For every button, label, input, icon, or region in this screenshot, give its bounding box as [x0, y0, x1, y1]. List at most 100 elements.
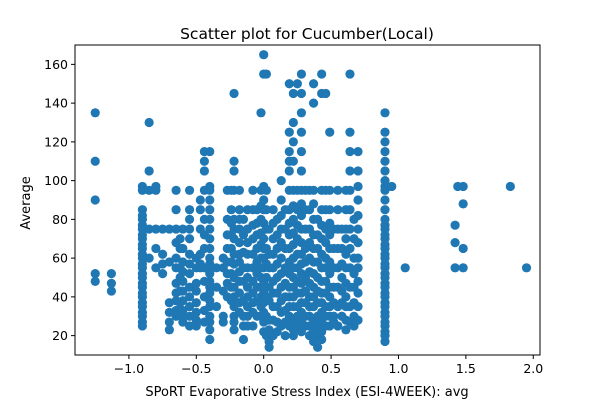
x-axis-label: SPoRT Evaporative Stress Index (ESI-4WEE…	[145, 385, 468, 400]
x-tick-label: −1.0	[114, 361, 144, 376]
data-point	[325, 205, 335, 215]
data-point	[353, 210, 363, 221]
y-tick-label: 20	[52, 328, 68, 343]
data-point	[308, 185, 319, 195]
data-point	[184, 292, 195, 302]
data-point	[144, 224, 154, 234]
data-point	[345, 224, 355, 234]
data-point	[341, 292, 351, 302]
data-point	[151, 185, 161, 195]
data-point	[90, 108, 100, 118]
data-point	[259, 195, 269, 205]
data-point	[284, 79, 294, 89]
data-point	[380, 137, 390, 147]
data-point	[380, 195, 390, 205]
data-point	[288, 88, 298, 99]
data-point	[353, 238, 363, 248]
data-point	[184, 234, 195, 244]
x-tick-label: 0.0	[254, 361, 274, 376]
x-tick-label: 1.0	[389, 361, 409, 376]
data-point	[205, 195, 215, 205]
data-point	[106, 286, 116, 296]
data-point	[229, 282, 239, 292]
data-point	[333, 205, 343, 215]
data-point	[380, 336, 390, 347]
data-point	[345, 127, 355, 137]
data-point	[521, 263, 532, 273]
data-point	[333, 321, 343, 331]
data-point	[387, 181, 397, 192]
data-point	[205, 334, 215, 345]
data-point	[158, 249, 168, 259]
data-point	[353, 181, 363, 192]
data-point	[292, 79, 302, 89]
data-point	[458, 243, 468, 254]
data-point	[184, 249, 195, 259]
data-point	[205, 146, 215, 157]
data-point	[353, 288, 363, 298]
data-point	[238, 214, 249, 224]
data-point	[184, 269, 195, 279]
plot-frame	[74, 44, 541, 356]
data-point	[164, 325, 174, 335]
data-point	[211, 282, 222, 292]
data-point	[195, 195, 205, 205]
data-point	[106, 278, 116, 288]
data-point	[380, 185, 390, 195]
data-point	[256, 108, 266, 118]
data-point	[380, 127, 390, 137]
y-tick-label: 120	[44, 134, 68, 149]
data-point	[205, 269, 215, 279]
data-point	[218, 317, 228, 327]
data-point	[353, 276, 363, 286]
data-point	[211, 263, 222, 273]
data-point	[259, 50, 269, 60]
data-point	[345, 166, 355, 176]
data-point	[261, 185, 271, 195]
x-tick-label: −0.5	[181, 361, 211, 376]
data-point	[229, 88, 239, 99]
data-point	[284, 127, 294, 137]
data-point	[280, 331, 290, 341]
data-point	[288, 331, 298, 341]
data-point	[458, 199, 468, 209]
data-point	[184, 185, 195, 195]
x-tick-label: 1.5	[456, 361, 476, 376]
data-point	[205, 185, 215, 195]
data-point	[380, 108, 390, 118]
data-points	[90, 50, 532, 352]
data-point	[90, 156, 100, 166]
data-point	[158, 269, 168, 279]
data-point	[171, 185, 181, 195]
data-point	[205, 234, 215, 244]
data-point	[353, 195, 363, 205]
data-point	[164, 317, 174, 327]
data-point	[380, 205, 390, 215]
data-point	[178, 286, 188, 296]
data-point	[164, 224, 174, 234]
data-point	[191, 286, 201, 296]
data-point	[205, 317, 215, 327]
data-point	[317, 334, 327, 345]
data-point	[205, 205, 215, 215]
data-point	[261, 272, 271, 283]
data-point	[191, 278, 201, 288]
data-point	[261, 205, 271, 215]
data-point	[341, 234, 351, 244]
data-point	[353, 263, 363, 273]
data-point	[248, 321, 258, 331]
data-point	[205, 288, 215, 298]
data-point	[199, 166, 209, 176]
y-tick-label: 60	[52, 251, 68, 266]
data-point	[205, 214, 215, 224]
data-point	[353, 146, 363, 157]
data-point	[184, 321, 195, 331]
data-point	[268, 205, 278, 215]
data-point	[317, 69, 327, 79]
data-point	[248, 185, 258, 195]
data-point	[380, 146, 390, 157]
data-point	[234, 288, 245, 298]
data-point	[211, 301, 222, 312]
data-point	[171, 253, 181, 263]
